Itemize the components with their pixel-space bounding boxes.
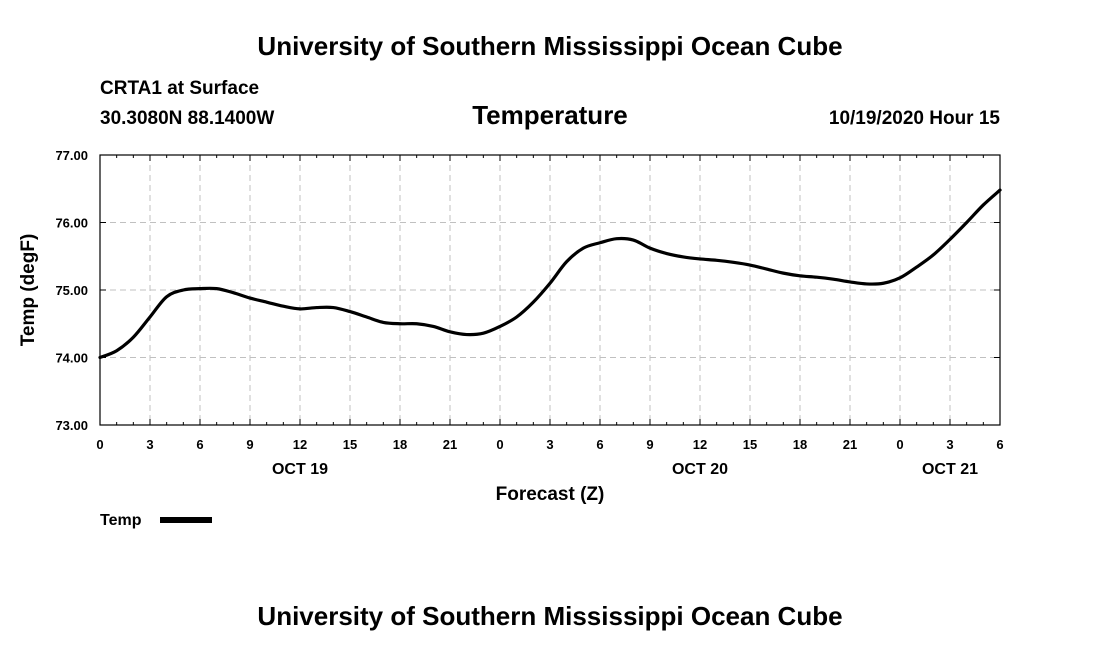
y-tick-label: 76.00	[55, 216, 88, 231]
x-tick-label: 0	[896, 437, 903, 452]
date-label: OCT 21	[922, 461, 978, 478]
y-tick-label: 77.00	[55, 148, 88, 163]
axis-ticks	[99, 154, 1001, 426]
x-tick-label: 3	[946, 437, 953, 452]
x-tick-label: 21	[843, 437, 857, 452]
y-tick-label: 73.00	[55, 418, 88, 433]
x-axis-label: Forecast (Z)	[496, 484, 605, 505]
chart-footer-title: University of Southern Mississippi Ocean…	[257, 601, 842, 631]
x-tick-labels: 0 3 6 9 12 15 18 21 0 3 6 9 12 15 18 21 0 3 6	[96, 437, 1003, 452]
x-tick-label: 12	[293, 437, 307, 452]
grid-lines	[100, 155, 1000, 425]
date-label: OCT 19	[272, 461, 328, 478]
x-tick-label: 15	[343, 437, 357, 452]
legend-label-temp: Temp	[100, 512, 142, 529]
datetime-label: 10/19/2020 Hour 15	[829, 108, 1001, 129]
x-tick-label: 6	[596, 437, 603, 452]
x-tick-label: 12	[693, 437, 707, 452]
date-labels: OCT 19 OCT 20 OCT 21	[272, 461, 978, 478]
x-tick-label: 18	[793, 437, 807, 452]
x-tick-label: 21	[443, 437, 457, 452]
x-tick-label: 6	[996, 437, 1003, 452]
temp-series-line	[98, 188, 1002, 360]
x-tick-label: 3	[546, 437, 553, 452]
x-tick-label: 0	[496, 437, 503, 452]
station-label: CRTA1 at Surface	[100, 78, 259, 99]
date-label: OCT 20	[672, 461, 728, 478]
chart-title: Temperature	[472, 100, 628, 130]
y-tick-labels: 73.00 74.00 75.00 76.00 77.00	[55, 148, 88, 433]
x-tick-label: 9	[246, 437, 253, 452]
x-tick-label: 15	[743, 437, 757, 452]
location-label: 30.3080N 88.1400W	[100, 108, 274, 129]
y-tick-label: 74.00	[55, 351, 88, 366]
x-tick-label: 0	[96, 437, 103, 452]
x-tick-label: 9	[646, 437, 653, 452]
x-tick-label: 18	[393, 437, 407, 452]
chart-header-title: University of Southern Mississippi Ocean…	[257, 31, 842, 61]
y-axis-label: Temp (degF)	[18, 234, 39, 347]
x-tick-label: 6	[196, 437, 203, 452]
y-tick-label: 75.00	[55, 283, 88, 298]
x-tick-label: 3	[146, 437, 153, 452]
